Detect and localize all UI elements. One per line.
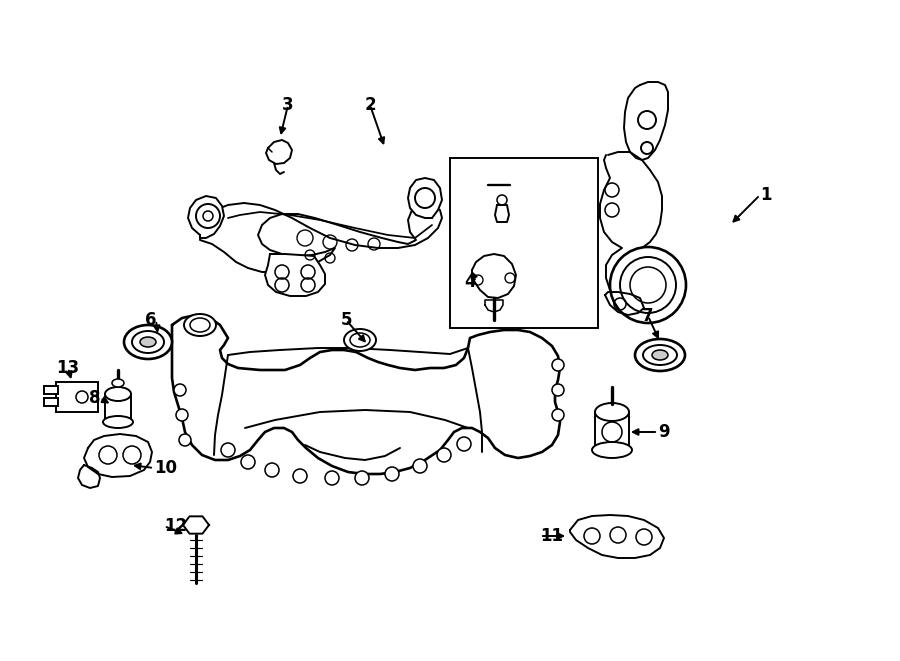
Ellipse shape [592,442,632,458]
Polygon shape [265,254,325,296]
Ellipse shape [652,350,668,360]
Polygon shape [600,152,682,312]
Circle shape [325,471,339,485]
Ellipse shape [105,387,131,401]
Circle shape [437,448,451,462]
Bar [44,398,58,406]
Circle shape [552,384,564,396]
Polygon shape [624,82,668,160]
Bar [44,386,58,394]
Polygon shape [266,140,292,164]
Text: 7: 7 [643,307,653,325]
Text: 9: 9 [658,423,670,441]
Ellipse shape [184,314,216,336]
Bar [595,412,629,450]
Ellipse shape [344,329,376,351]
Circle shape [179,434,191,446]
Circle shape [265,463,279,477]
Polygon shape [183,516,209,533]
Bar [450,158,598,328]
Text: 4: 4 [464,273,476,291]
Polygon shape [84,434,152,477]
Text: 8: 8 [88,389,100,407]
Circle shape [241,455,255,469]
Text: 5: 5 [340,311,352,329]
Ellipse shape [635,339,685,371]
Text: 2: 2 [364,96,376,114]
Ellipse shape [595,403,629,421]
Circle shape [385,467,399,481]
Ellipse shape [112,379,124,387]
Circle shape [176,409,188,421]
Polygon shape [78,465,100,488]
Polygon shape [200,203,442,272]
Bar [105,394,131,422]
Polygon shape [188,196,224,238]
Text: 12: 12 [164,517,187,535]
Polygon shape [408,178,442,218]
Circle shape [221,443,235,457]
Text: 13: 13 [57,359,79,377]
Polygon shape [495,205,509,222]
Text: 3: 3 [283,96,293,114]
Polygon shape [472,254,516,298]
Circle shape [610,247,686,323]
Ellipse shape [103,416,133,428]
Bar [56,382,98,412]
Polygon shape [172,315,560,474]
Circle shape [552,409,564,421]
Circle shape [413,459,427,473]
Circle shape [174,384,186,396]
Polygon shape [605,292,644,315]
Circle shape [457,437,471,451]
Polygon shape [570,515,664,558]
Circle shape [355,471,369,485]
Circle shape [293,469,307,483]
Circle shape [552,359,564,371]
Text: 1: 1 [760,186,771,204]
Text: 11: 11 [540,527,563,545]
Text: 10: 10 [154,459,177,477]
Ellipse shape [124,325,172,359]
Text: 6: 6 [145,311,156,329]
Ellipse shape [140,337,156,347]
